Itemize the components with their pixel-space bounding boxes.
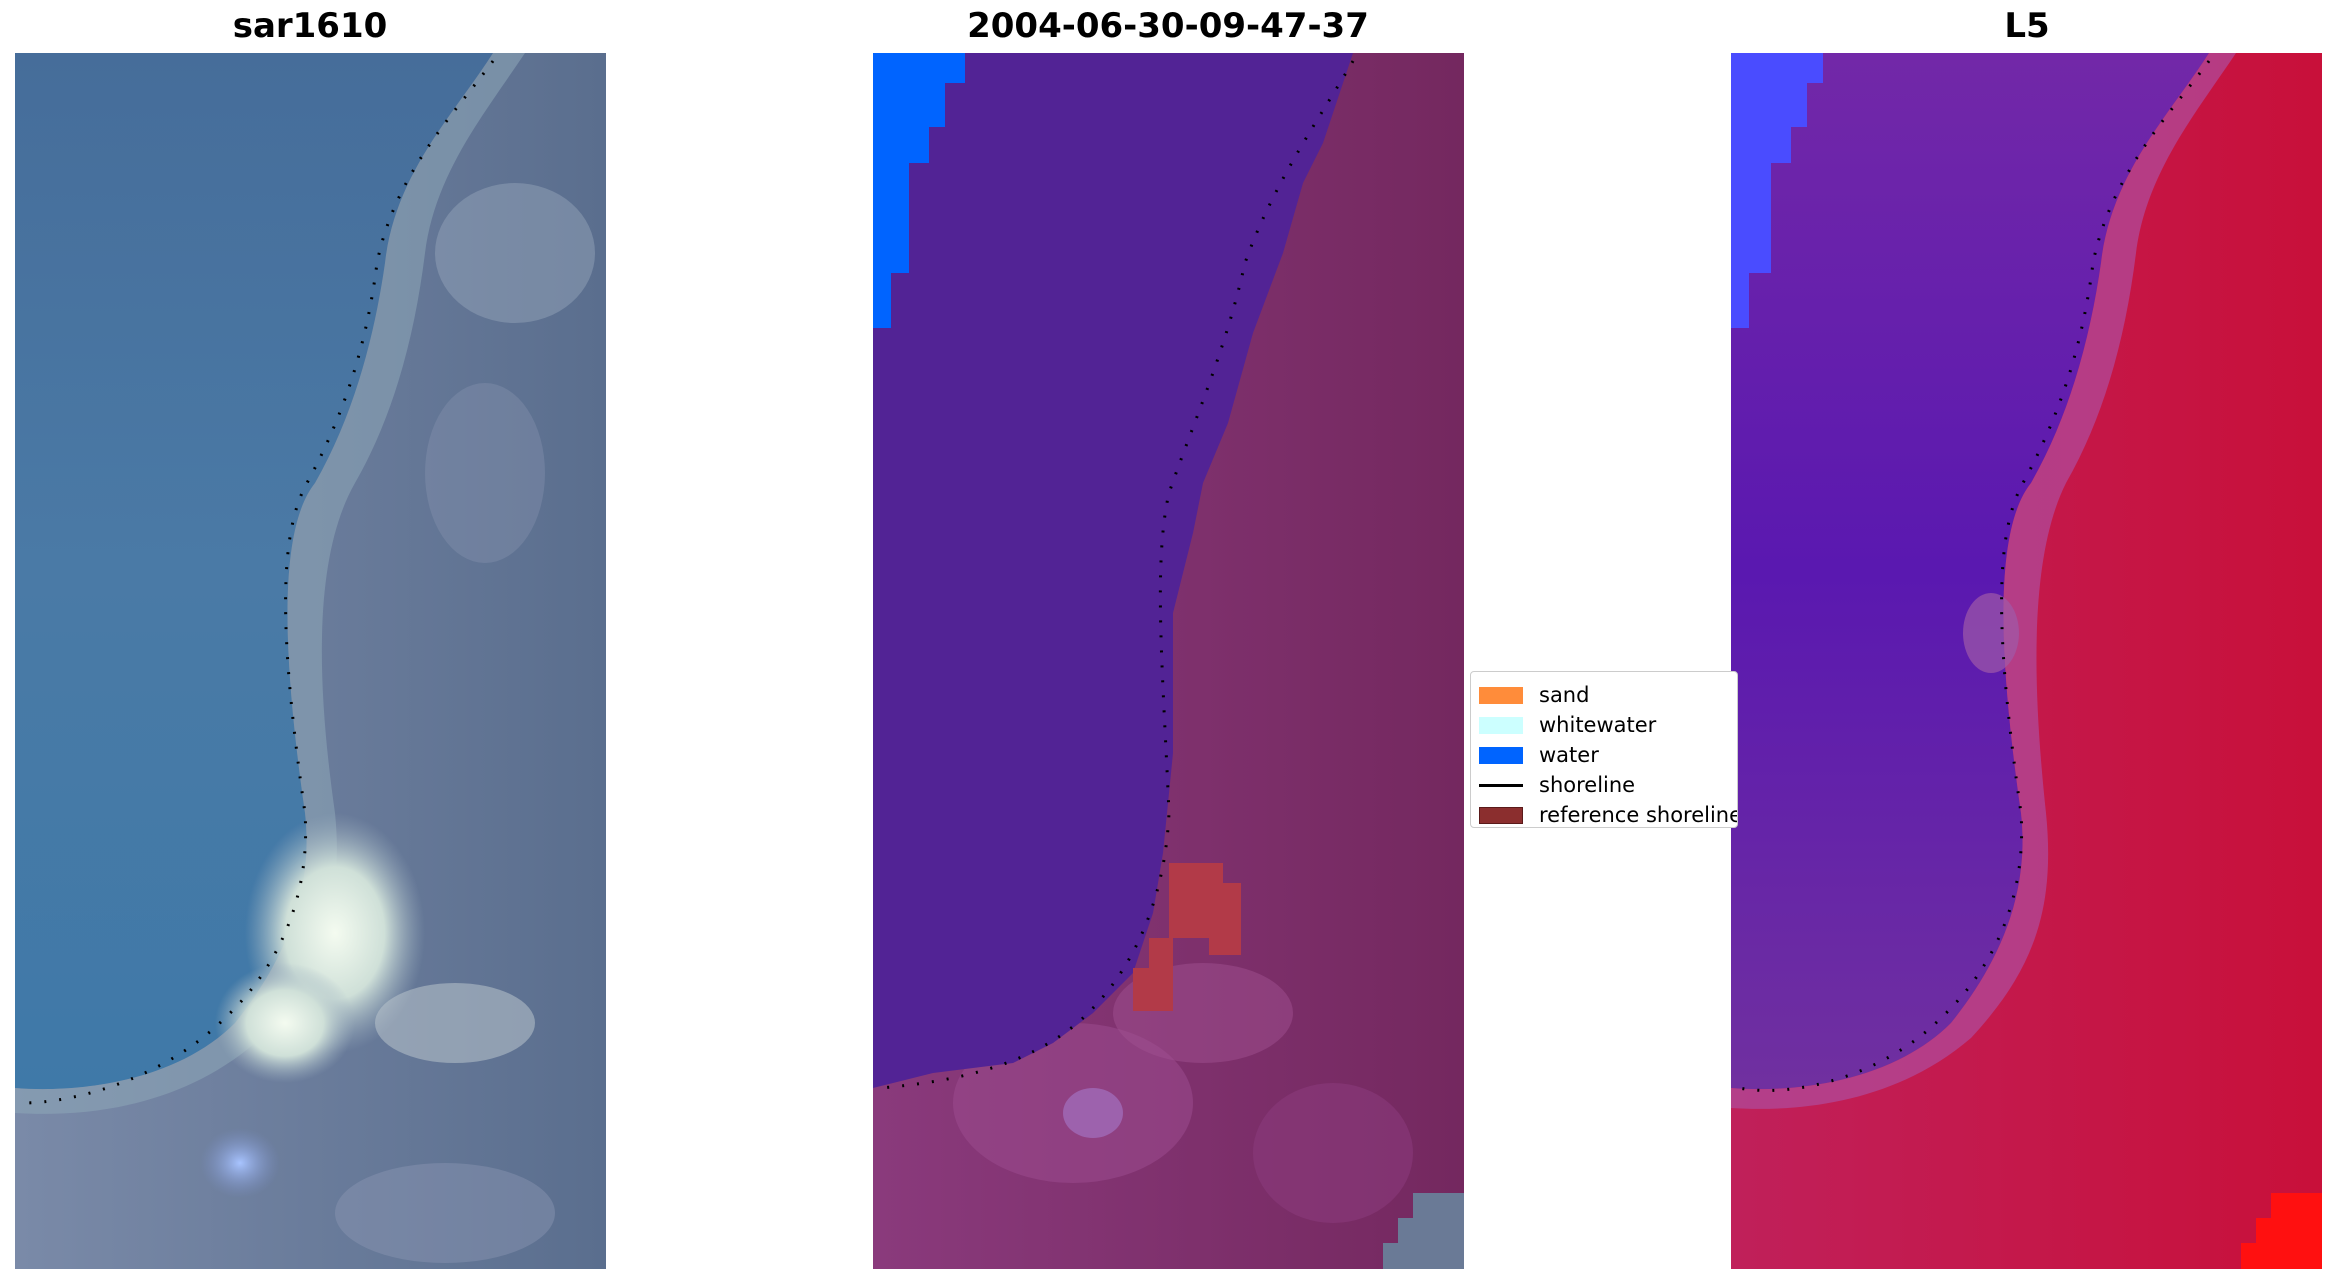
legend: sand whitewater water shoreline referenc… [1470, 671, 1738, 828]
legend-item-shoreline: shoreline [1479, 772, 1635, 798]
legend-item-sand: sand [1479, 682, 1589, 708]
legend-label-water: water [1539, 743, 1599, 767]
legend-swatch-whitewater [1479, 716, 1523, 734]
rgb-image-panel [15, 53, 606, 1269]
legend-line-shoreline [1479, 783, 1523, 787]
index-image-panel [1731, 53, 2322, 1269]
classified-image [873, 53, 1464, 1269]
classified-image-panel [873, 53, 1464, 1269]
legend-swatch-water [1479, 746, 1523, 764]
legend-label-reference-shoreline: reference shoreline [1539, 803, 1738, 827]
rgb-image [15, 53, 606, 1269]
legend-item-water: water [1479, 742, 1599, 768]
panel-title-index: L5 [2004, 6, 2050, 46]
legend-label-whitewater: whitewater [1539, 713, 1657, 737]
legend-swatch-sand [1479, 686, 1523, 704]
legend-label-sand: sand [1539, 683, 1590, 707]
index-image [1731, 53, 2322, 1269]
legend-item-whitewater: whitewater [1479, 712, 1656, 738]
panel-title-rgb: sar1610 [232, 6, 388, 46]
panel-title-classified: 2004-06-30-09-47-37 [967, 6, 1369, 46]
legend-label-shoreline: shoreline [1539, 773, 1636, 797]
legend-swatch-reference-shoreline [1479, 806, 1523, 824]
legend-item-reference-shoreline: reference shoreline [1479, 802, 1738, 827]
